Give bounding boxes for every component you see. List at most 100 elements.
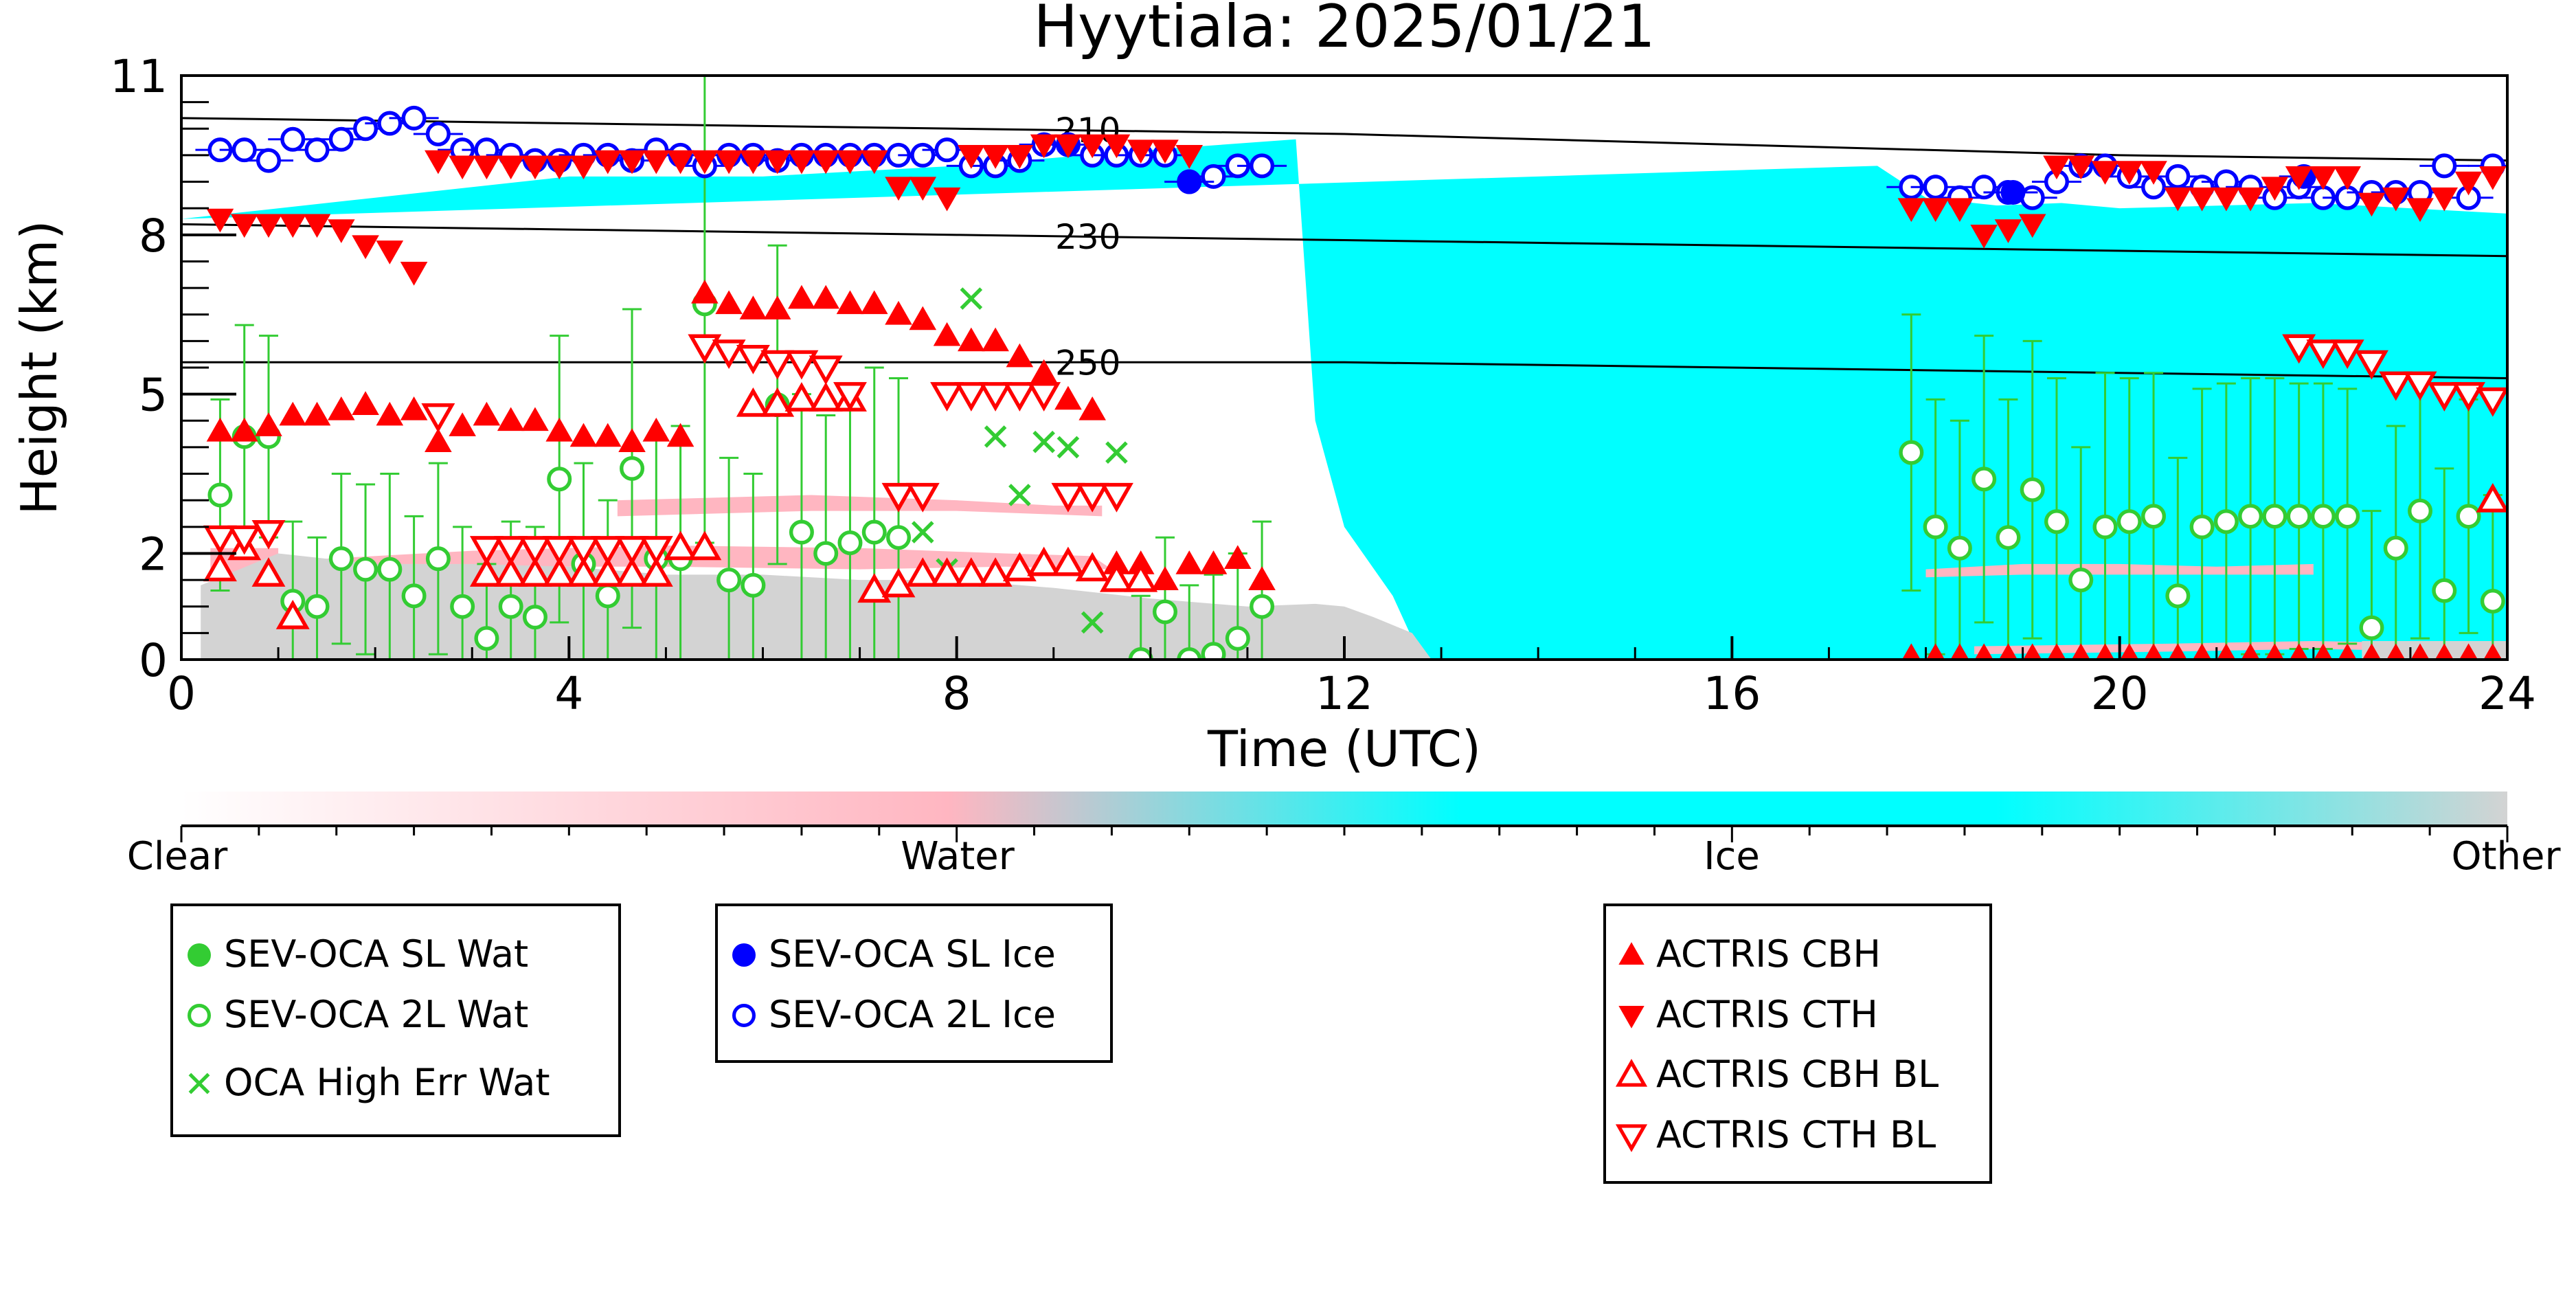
data-point-sev-oca-2l-wat — [2310, 504, 2336, 529]
data-point-actris-cbh — [1974, 643, 1993, 660]
y-axis-label: Height (km) — [10, 221, 68, 515]
x-tick-label: 4 — [554, 667, 583, 720]
data-point-actris-cth-bl — [1075, 482, 1109, 513]
data-point-actris-cth — [1994, 219, 2022, 243]
data-point-actris-cth-bl — [2452, 382, 2486, 412]
data-point-actris-cth — [860, 150, 888, 175]
data-point-sev-oca-2l-wat — [1177, 647, 1202, 660]
data-point-sev-oca-2l-ice — [425, 121, 451, 146]
legend-label: SEV-OCA SL Ice — [769, 932, 1056, 976]
legend-marker-filled-triangle-down — [1618, 1005, 1645, 1029]
data-point-actris-cth-bl — [809, 355, 843, 385]
data-point-actris-cbh — [2071, 643, 2090, 660]
data-point-actris-cth — [691, 150, 719, 175]
legend-ice: SEV-OCA SL Ice SEV-OCA 2L Ice — [715, 903, 1113, 1063]
data-point-sev-oca-2l-wat — [1250, 594, 1275, 619]
data-point-actris-cbh — [2168, 643, 2187, 660]
data-point-actris-cth — [909, 177, 937, 201]
data-point-sev-oca-2l-wat — [1225, 626, 1250, 651]
data-point-sev-oca-2l-ice — [1923, 175, 1948, 200]
data-point-actris-cbh — [2023, 643, 2042, 660]
y-tick-label: 5 — [139, 369, 168, 422]
data-point-actris-cth-bl — [784, 350, 819, 380]
data-point-actris-cbh — [473, 401, 501, 426]
data-point-actris-cbh — [1248, 566, 1276, 590]
data-point-sev-oca-2l-wat — [1923, 514, 1948, 539]
data-point-actris-cth — [376, 240, 404, 265]
data-point-actris-cbh — [642, 417, 670, 442]
data-point-actris-cbh — [958, 327, 985, 352]
data-point-actris-cbh — [2483, 643, 2502, 660]
data-point-sev-oca-2l-ice — [353, 116, 379, 142]
data-point-actris-cbh-bl — [1002, 552, 1037, 582]
data-point-actris-cth-bl — [2306, 339, 2340, 370]
data-point-actris-cbh — [1950, 643, 1969, 660]
data-point-actris-cth-bl — [494, 536, 528, 565]
legend-water: SEV-OCA SL Wat SEV-OCA 2L Wat OCA High E… — [170, 903, 621, 1137]
data-point-actris-cth — [545, 155, 574, 180]
data-point-sev-oca-2l-wat — [547, 467, 572, 492]
data-point-actris-cth — [2454, 171, 2483, 196]
data-point-actris-cbh — [933, 322, 961, 346]
data-point-sev-oca-2l-wat — [304, 594, 330, 619]
data-point-actris-cbh — [2047, 643, 2066, 660]
legend-label: ACTRIS CTH — [1656, 993, 1878, 1036]
data-point-sev-oca-2l-ice — [2432, 153, 2457, 179]
legend-marker-open-circle — [732, 1004, 756, 1028]
data-point-actris-cth-bl — [760, 350, 795, 380]
data-point-actris-cbh — [1224, 545, 1252, 570]
data-point-actris-cth — [2358, 192, 2386, 217]
data-point-actris-cbh-bl — [1124, 562, 1158, 592]
data-point-actris-cbh-bl — [1075, 552, 1109, 582]
y-tick-label: 8 — [139, 210, 168, 262]
data-point-sev-oca-2l-ice — [1250, 153, 1275, 179]
data-point-actris-cbh-bl — [978, 557, 1013, 587]
data-point-actris-cbh-bl — [542, 557, 576, 587]
data-point-actris-cbh — [425, 428, 452, 453]
data-point-actris-cbh — [666, 423, 694, 447]
data-point-sev-oca-2l-wat — [353, 557, 379, 582]
colorbar-label-clear: Clear — [127, 834, 228, 879]
data-point-actris-cbh — [788, 284, 815, 309]
data-point-actris-cbh — [497, 407, 525, 431]
data-point-actris-cth — [2479, 166, 2507, 190]
isotherm-label: 250 — [1055, 343, 1120, 383]
data-point-actris-cth — [982, 145, 1009, 169]
data-point-sev-oca-2l-wat — [2408, 498, 2433, 524]
legend-box — [1603, 903, 1992, 1184]
data-point-sev-oca-2l-wat — [620, 456, 645, 481]
data-point-sev-oca-2l-wat — [1996, 525, 2021, 550]
data-point-actris-cth — [1921, 198, 1950, 222]
data-point-actris-cth — [497, 155, 525, 180]
chart-title: Hyytiala: 2025/01/21 — [1033, 0, 1655, 61]
data-point-actris-cbh — [1151, 566, 1179, 590]
data-point-actris-cbh — [2193, 643, 2212, 660]
data-point-actris-cth — [2237, 187, 2264, 212]
data-point-actris-cbh — [763, 295, 791, 319]
legend-marker-filled-circle — [732, 943, 756, 967]
data-point-sev-oca-2l-ice — [2165, 164, 2191, 189]
data-point-sev-oca-2l-wat — [2044, 509, 2069, 535]
legend-marker-filled-circle — [188, 943, 211, 967]
data-point-actris-cth-bl — [203, 525, 237, 555]
y-tick-label: 11 — [110, 50, 168, 103]
data-point-actris-cth-bl — [2282, 334, 2316, 364]
data-point-actris-cbh-bl — [615, 557, 649, 587]
data-point-actris-cth — [739, 150, 767, 175]
data-point-actris-cth — [1946, 198, 1974, 222]
data-point-actris-cbh — [982, 327, 1009, 352]
data-point-actris-cth-bl — [615, 536, 649, 565]
data-point-actris-cbh — [2095, 643, 2115, 660]
data-point-actris-cbh-bl — [1027, 546, 1061, 576]
data-point-actris-cbh — [885, 300, 912, 325]
data-point-actris-cbh-bl — [203, 552, 237, 582]
legend-label: ACTRIS CTH BL — [1656, 1113, 1936, 1156]
x-tick-label: 16 — [1703, 667, 1761, 720]
data-point-sev-oca-2l-ice — [401, 105, 427, 131]
data-point-actris-cth — [2067, 155, 2095, 180]
legend-actris: ACTRIS CBH ACTRIS CTH ACTRIS CBH BL ACTR… — [1603, 903, 1992, 1184]
data-point-sev-oca-2l-wat — [450, 594, 475, 619]
data-point-actris-cth-bl — [227, 525, 262, 555]
data-point-actris-cbh-bl — [639, 557, 673, 587]
